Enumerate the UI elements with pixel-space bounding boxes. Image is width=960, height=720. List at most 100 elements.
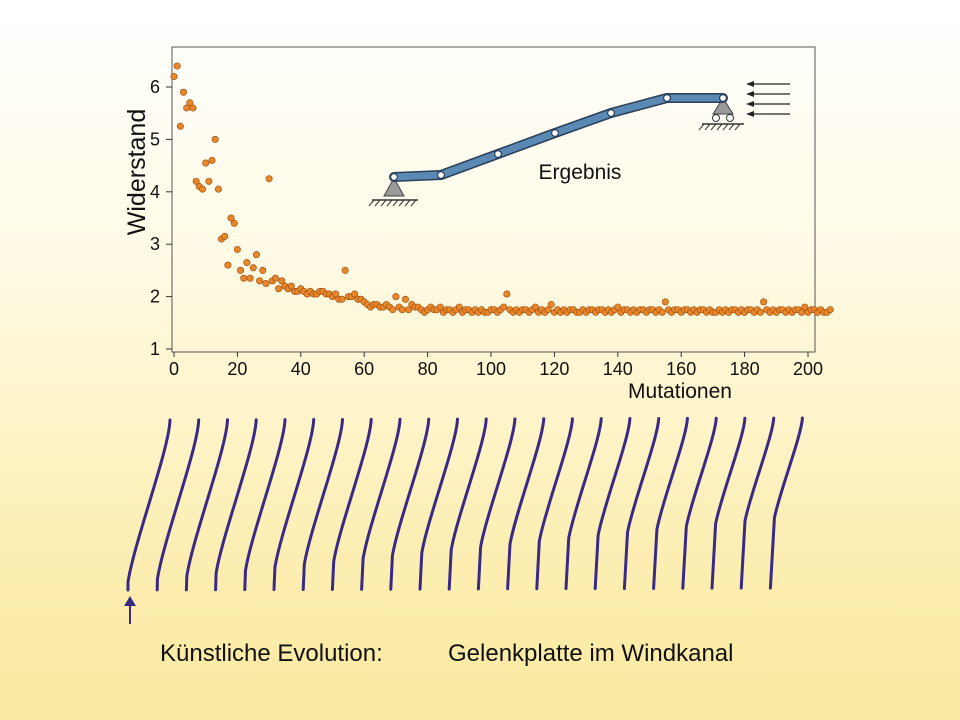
- y-tick-label: 1: [150, 339, 160, 359]
- data-point: [544, 306, 552, 314]
- data-point: [240, 274, 248, 282]
- plate-joints: [390, 93, 727, 182]
- evolution-sequence: [126, 416, 804, 592]
- data-point: [503, 290, 511, 298]
- data-point: [192, 177, 200, 185]
- data-point: [287, 282, 295, 290]
- data-point: [265, 175, 273, 183]
- plate-shape: [652, 416, 689, 590]
- data-point: [398, 306, 406, 314]
- result-label: Ergebnis: [539, 161, 622, 184]
- joint: [550, 129, 559, 138]
- plate-shape: [330, 417, 373, 591]
- x-tick-label: 40: [291, 359, 311, 379]
- caption-left: Künstliche Evolution:: [160, 640, 383, 667]
- result-diagram: Ergebnis: [368, 81, 790, 207]
- plate-shape: [535, 417, 574, 591]
- joint: [718, 93, 727, 102]
- plate-shape: [476, 417, 517, 591]
- plate-shape: [418, 417, 459, 591]
- data-point: [547, 300, 555, 308]
- y-tick-label: 5: [150, 129, 160, 149]
- data-point: [211, 135, 219, 143]
- data-point: [338, 295, 346, 303]
- joint: [390, 173, 399, 182]
- data-point: [661, 298, 669, 306]
- caption-right: Gelenkplatte im Windkanal: [448, 640, 734, 667]
- data-point: [246, 274, 254, 282]
- x-tick-label: 0: [169, 359, 179, 379]
- x-tick-label: 20: [227, 359, 247, 379]
- x-tick-label: 100: [476, 359, 506, 379]
- data-point: [176, 122, 184, 130]
- y-axis-label: Widerstand: [123, 109, 151, 235]
- plate-shape: [301, 418, 344, 591]
- plate-shape: [155, 418, 201, 592]
- data-point: [237, 266, 245, 274]
- scatter-chart: 1 2 3 4 5 6 0 20 40 60 80 100 120 140 160 180 200 Wider…: [123, 46, 834, 403]
- x-tick-label: 160: [666, 359, 696, 379]
- data-point: [389, 306, 397, 314]
- wind-direction-arrow: [124, 596, 136, 624]
- plate-shape: [243, 418, 287, 592]
- x-tick-label: 120: [539, 359, 569, 379]
- data-point: [826, 306, 834, 314]
- data-point: [392, 293, 400, 301]
- data-point: [243, 259, 251, 267]
- data-point: [278, 277, 286, 285]
- plate-shape: [564, 417, 603, 591]
- data-point: [205, 177, 213, 185]
- data-point: [170, 73, 178, 81]
- data-point: [230, 219, 238, 227]
- data-point: [208, 156, 216, 164]
- plate-shape: [272, 418, 316, 591]
- right-roller-support: [698, 97, 744, 131]
- joint: [606, 108, 615, 117]
- data-point: [202, 159, 210, 167]
- data-point: [275, 285, 283, 293]
- y-tick-label: 6: [150, 77, 160, 97]
- left-support: [368, 176, 418, 207]
- data-point: [405, 306, 413, 314]
- data-point: [614, 303, 622, 311]
- x-tick-label: 80: [418, 359, 438, 379]
- x-tick-label: 140: [603, 359, 633, 379]
- x-axis: 0 20 40 60 80 100 120 140 160 180 200: [169, 352, 823, 379]
- data-point: [401, 295, 409, 303]
- data-point: [224, 261, 232, 269]
- data-point: [233, 245, 241, 253]
- data-point: [332, 290, 340, 298]
- data-point: [801, 303, 809, 311]
- data-point: [173, 62, 181, 70]
- y-tick-label: 4: [150, 182, 160, 202]
- data-point: [252, 251, 260, 259]
- data-point: [351, 290, 359, 298]
- data-point: [186, 99, 194, 107]
- plate-shape: [622, 417, 661, 590]
- plate-shape: [593, 417, 632, 590]
- data-point: [455, 303, 463, 311]
- data-point: [262, 279, 270, 287]
- joint: [494, 150, 503, 159]
- y-tick-label: 3: [150, 234, 160, 254]
- data-point: [256, 277, 264, 285]
- y-axis: 1 2 3 4 5 6: [150, 77, 172, 359]
- plate-shape: [768, 416, 804, 590]
- data-point: [259, 266, 267, 274]
- x-tick-label: 60: [354, 359, 374, 379]
- plate-shape: [184, 418, 229, 592]
- x-tick-label: 200: [793, 359, 823, 379]
- data-point: [760, 298, 768, 306]
- joint: [662, 93, 671, 102]
- joint: [437, 171, 446, 180]
- data-point: [436, 303, 444, 311]
- plate-shape: [739, 416, 776, 590]
- wind-arrows: [746, 81, 790, 117]
- plate-shape: [214, 418, 258, 592]
- data-point: [199, 185, 207, 193]
- plate-shape: [360, 417, 402, 591]
- data-points: [170, 62, 834, 316]
- plate-shape: [126, 418, 172, 592]
- data-point: [214, 185, 222, 193]
